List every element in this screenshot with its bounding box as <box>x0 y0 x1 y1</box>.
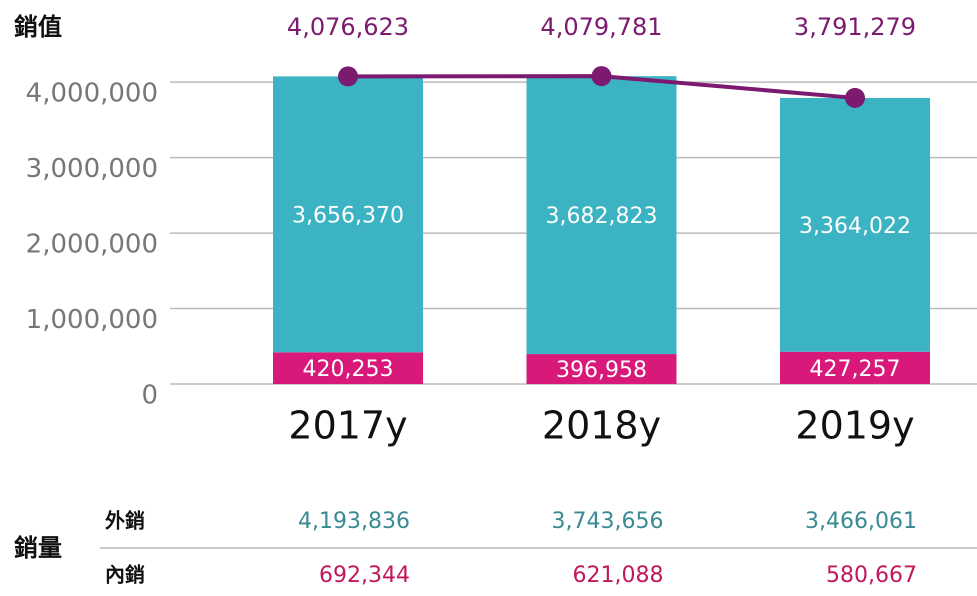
x-tick-label: 2018y <box>542 404 661 448</box>
y-tick-label: 4,000,000 <box>26 79 158 109</box>
table-title: 銷量 <box>14 534 62 562</box>
bar-value-label: 3,656,370 <box>292 203 404 228</box>
bar-segment <box>526 354 677 384</box>
bar-value-label: 396,958 <box>556 358 647 383</box>
row-value: 580,667 <box>826 563 917 588</box>
row-value: 621,088 <box>573 563 664 588</box>
bar-segment <box>780 97 930 352</box>
total-dot <box>845 87 865 108</box>
x-tick-label: 2017y <box>288 404 407 448</box>
y-tick-label: 0 <box>141 381 158 411</box>
bar-segment <box>273 76 423 353</box>
row-value: 692,344 <box>319 563 410 588</box>
row-value: 3,466,061 <box>805 509 917 534</box>
bar-value-label: 3,682,823 <box>546 204 658 229</box>
row-label: 內銷 <box>105 563 145 587</box>
bar-value-label: 3,364,022 <box>799 214 911 239</box>
bar-value-label: 420,253 <box>303 357 394 382</box>
row-label: 外銷 <box>105 509 145 533</box>
total-dot <box>338 66 358 87</box>
y-tick-label: 1,000,000 <box>26 305 158 335</box>
y-tick-label: 2,000,000 <box>26 230 158 260</box>
row-value: 3,743,656 <box>552 509 664 534</box>
y-tick-label: 3,000,000 <box>26 154 158 184</box>
bar-segment <box>526 76 677 355</box>
bar-value-label: 427,257 <box>810 357 901 382</box>
total-value-label: 4,076,623 <box>287 13 409 41</box>
row-value: 4,193,836 <box>298 509 410 534</box>
total-dot <box>591 66 612 87</box>
total-value-label: 3,791,279 <box>794 13 916 41</box>
bar-segment <box>273 352 423 384</box>
x-tick-label: 2019y <box>795 404 914 448</box>
chart-title: 銷值 <box>14 13 62 41</box>
total-value-label: 4,079,781 <box>540 13 662 41</box>
bar-segment <box>780 351 930 384</box>
